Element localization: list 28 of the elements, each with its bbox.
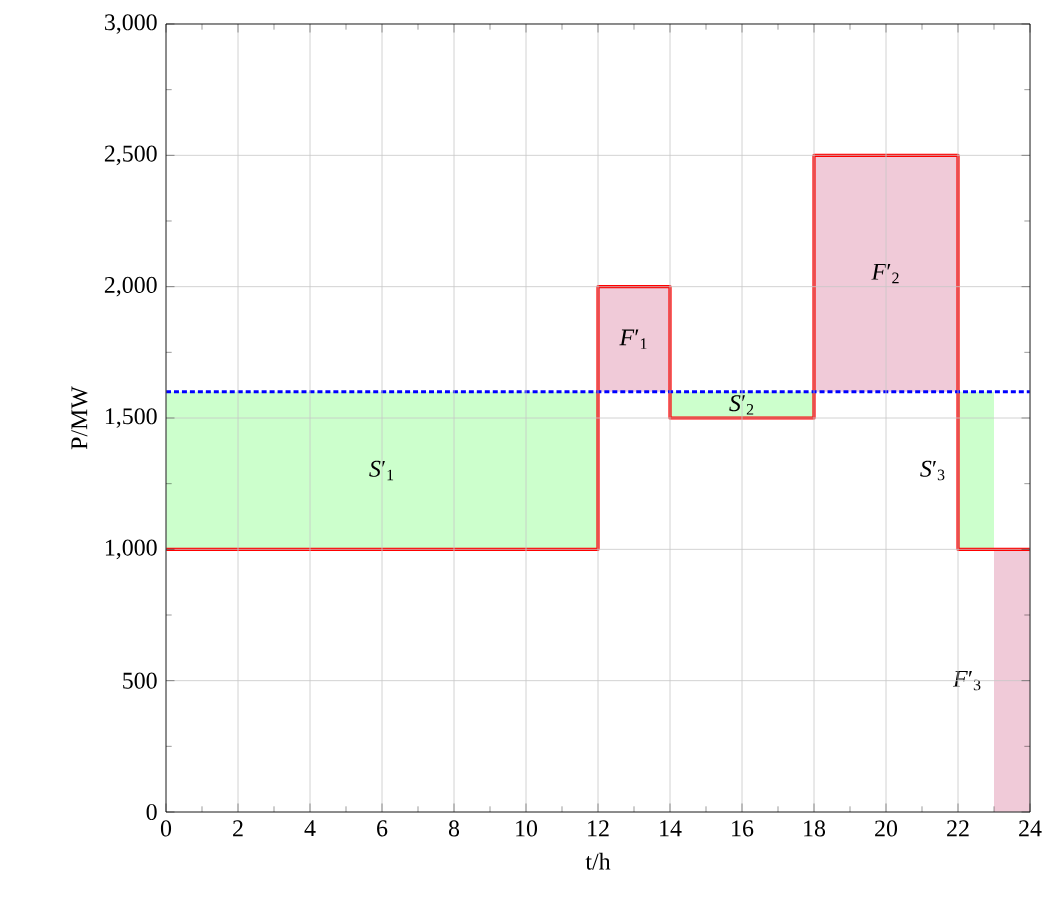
annotation: S′$_{1}$ — [369, 460, 394, 481]
x-tick-label: 2 — [233, 820, 243, 837]
annotation: S′$_{2}$ — [729, 395, 754, 415]
x-tick-label: 18 — [804, 820, 826, 837]
x-tick-label: 0 — [160, 820, 172, 837]
x-tick-label: 8 — [448, 820, 460, 837]
annotation: F′$_{3}$ — [952, 670, 981, 691]
x-tick-label: 24 — [1019, 820, 1042, 837]
x-tick-label: 6 — [377, 820, 388, 837]
annotation: S′$_{3}$ — [920, 460, 945, 481]
x-tick-label: 16 — [732, 820, 754, 837]
y-tick-label: 0 — [146, 803, 157, 821]
y-tick-label: 500 — [123, 672, 157, 689]
x-tick-label: 14 — [660, 820, 682, 837]
x-tick-label: 12 — [588, 820, 609, 837]
y-tick-label: 2,000 — [104, 276, 157, 297]
x-axis-title: t/h — [585, 852, 611, 870]
annotation: F′$_{2}$ — [871, 263, 899, 284]
y-axis-title: P/MW — [71, 386, 88, 450]
annotation: F′$_{1}$ — [619, 329, 647, 349]
y-tick-label: 2,500 — [104, 145, 157, 166]
x-tick-label: 10 — [516, 820, 538, 837]
y-tick-label: 3,000 — [104, 14, 157, 34]
x-tick-label: 20 — [875, 820, 898, 837]
y-tick-label: 1,000 — [105, 539, 157, 560]
x-tick-label: 4 — [304, 820, 316, 837]
y-tick-label: 1,500 — [105, 408, 157, 428]
x-tick-label: 22 — [947, 820, 969, 837]
